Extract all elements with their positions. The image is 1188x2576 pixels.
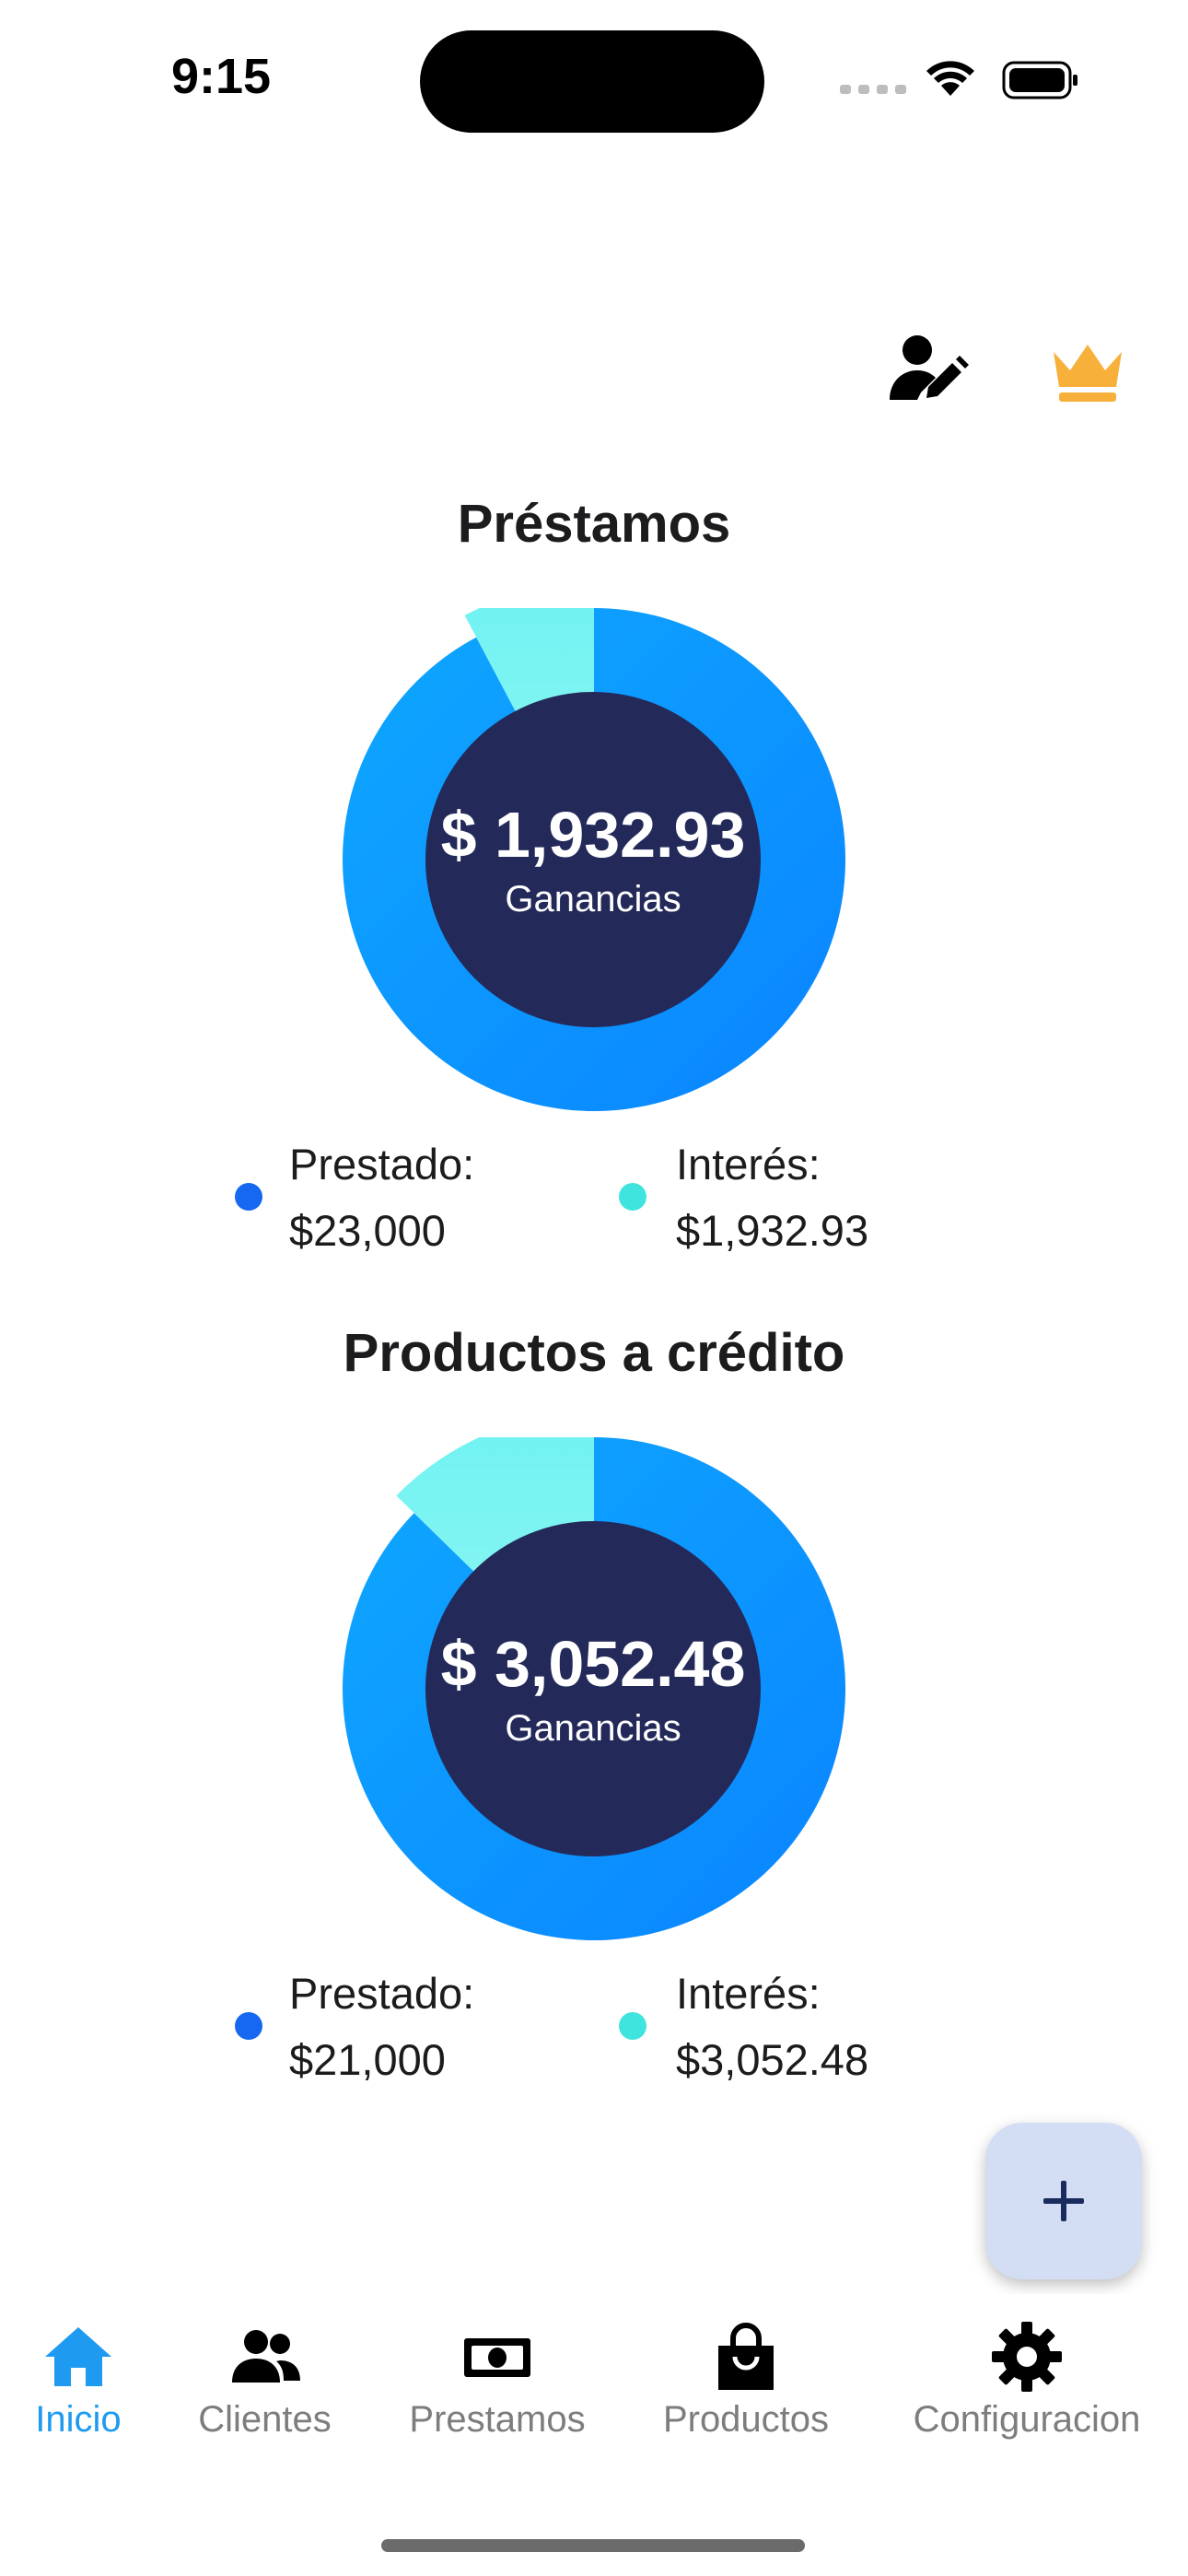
status-icons	[840, 61, 1077, 100]
interes-legend-label: Interés:	[676, 1969, 821, 2018]
add-button[interactable]	[985, 2123, 1142, 2279]
productos-ganancias-value: $ 3,052.48	[440, 1628, 746, 1700]
home-icon	[45, 2327, 111, 2386]
bottom-tab-bar: Inicio Clientes Prestamos Productos	[0, 2294, 1188, 2576]
tab-inicio[interactable]: Inicio	[18, 2320, 138, 2441]
productos-ganancias-label: Ganancias	[505, 1708, 681, 1749]
prestado-legend-dot	[235, 2012, 262, 2040]
plus-icon	[1043, 2181, 1084, 2221]
prestado-legend-value: $23,000	[289, 1206, 446, 1255]
tab-label: Inicio	[35, 2399, 122, 2440]
interes-legend-label: Interés:	[676, 1140, 821, 1188]
interes-legend-value: $1,932.93	[676, 1206, 869, 1255]
wifi-icon	[926, 61, 974, 96]
tab-clientes[interactable]: Clientes	[184, 2320, 345, 2441]
prestado-legend-dot	[235, 1183, 262, 1211]
section-title-prestamos: Préstamos	[457, 494, 731, 554]
prestamos-ganancias-label: Ganancias	[505, 879, 681, 919]
cash-icon	[464, 2338, 530, 2377]
interes-legend-dot	[619, 1183, 646, 1211]
tab-label: Prestamos	[409, 2399, 586, 2440]
crown-icon[interactable]	[1046, 328, 1129, 411]
tab-label: Productos	[662, 2399, 830, 2440]
tab-productos[interactable]: Productos	[649, 2320, 843, 2441]
tab-prestamos[interactable]: Prestamos	[396, 2320, 599, 2441]
prestado-legend-label: Prestado:	[289, 1140, 475, 1188]
gear-icon	[992, 2322, 1062, 2392]
prestado-legend-value: $21,000	[289, 2035, 446, 2084]
battery-icon	[1002, 61, 1077, 100]
tab-label: Clientes	[198, 2399, 332, 2440]
shopping-bag-icon	[718, 2323, 774, 2390]
dynamic-island	[420, 30, 764, 133]
tab-label: Configuracion	[913, 2399, 1141, 2440]
prestamos-ganancias-value: $ 1,932.93	[440, 799, 746, 871]
home-indicator	[381, 2539, 805, 2552]
section-title-productos-credito: Productos a crédito	[343, 1323, 845, 1383]
prestado-legend-label: Prestado:	[289, 1969, 475, 2018]
interes-legend-dot	[619, 2012, 646, 2040]
signal-icon	[840, 85, 906, 94]
people-icon	[231, 2330, 300, 2383]
tab-configuracion[interactable]: Configuracion	[903, 2320, 1151, 2441]
status-time: 9:15	[171, 49, 272, 104]
user-edit-icon[interactable]	[886, 328, 969, 411]
prestamos-donut-center: $ 1,932.93 Ganancias	[425, 692, 761, 1027]
productos-donut-center: $ 3,052.48 Ganancias	[425, 1521, 761, 1856]
interes-legend-value: $3,052.48	[676, 2035, 869, 2084]
